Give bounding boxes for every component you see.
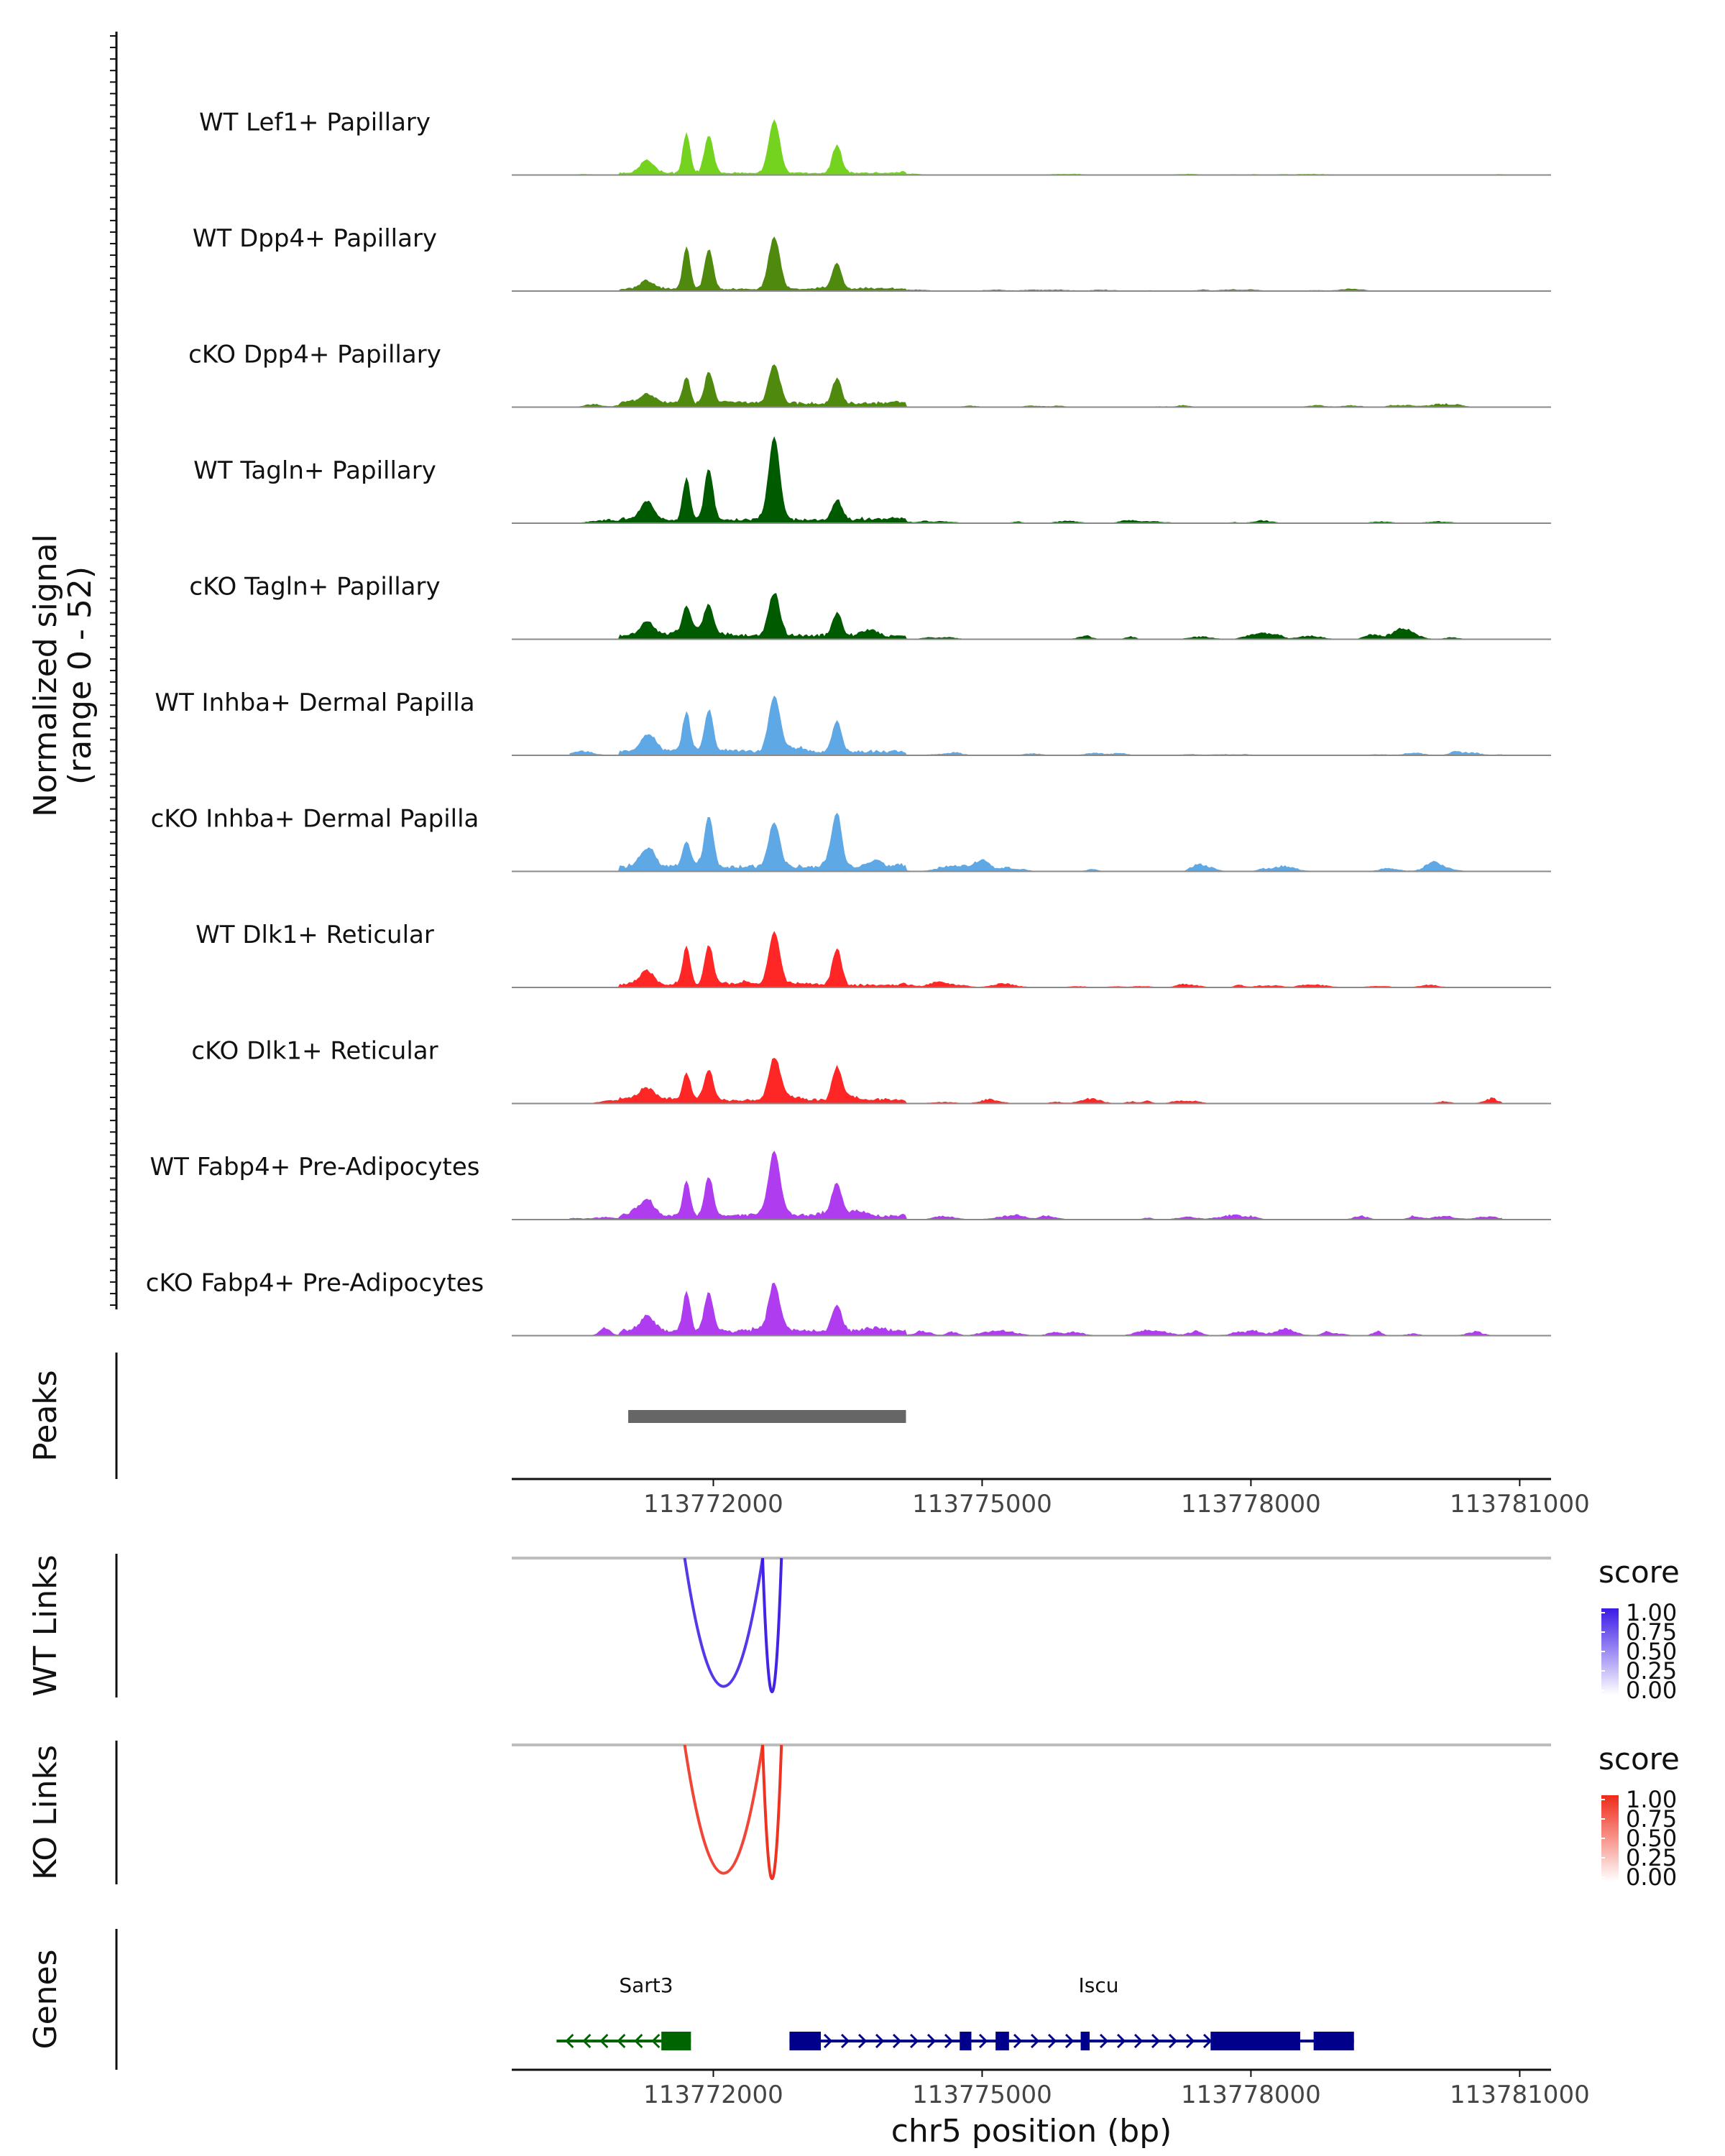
coverage-area-10 — [569, 1151, 1502, 1220]
strand-arrow-Iscu — [1202, 2033, 1213, 2049]
link-arc-2-1 — [683, 1744, 765, 1875]
coverage-area-2 — [570, 236, 1502, 292]
peaks-x-tick-label: 113772000 — [643, 1490, 783, 1519]
coverage-area-6 — [569, 695, 1502, 756]
strand-arrow-Iscu — [1133, 2033, 1144, 2049]
peak-region-1 — [628, 1410, 906, 1423]
coverage-area-7 — [570, 812, 1502, 872]
track-label-5: cKO Tagln+ Papillary — [189, 573, 440, 602]
link-arc-2-2 — [761, 1744, 783, 1880]
track-label-4: WT Tagln+ Papillary — [193, 456, 436, 485]
exon-Iscu-2 — [960, 2032, 972, 2050]
genes-x-tick-label: 113781000 — [1450, 2081, 1590, 2109]
legend-tick-label-1-1: 1.00 — [1626, 1599, 1677, 1626]
exon-Sart3-1 — [661, 2032, 691, 2050]
strand-arrow-Iscu — [1151, 2033, 1161, 2049]
legend-tick-label-2-1: 1.00 — [1626, 1786, 1677, 1813]
strand-arrow-Iscu — [1013, 2033, 1023, 2049]
x-axis-title: chr5 position (bp) — [891, 2113, 1172, 2150]
strand-arrow-Sart3 — [617, 2033, 626, 2049]
coverage-area-11 — [570, 1282, 1502, 1337]
legend-tick-label-2-5: 0.00 — [1626, 1864, 1677, 1891]
track-label-10: WT Fabp4+ Pre-Adipocytes — [150, 1153, 480, 1181]
strand-arrow-Iscu — [1030, 2033, 1040, 2049]
strand-arrow-Iscu — [978, 2033, 988, 2049]
genes-x-tick-label: 113772000 — [643, 2081, 783, 2109]
track-label-3: cKO Dpp4+ Papillary — [188, 341, 441, 369]
coverage-area-8 — [570, 931, 1502, 988]
genes-ylabel: Genes — [27, 1949, 64, 2049]
strand-arrow-Iscu — [892, 2033, 902, 2049]
strand-arrow-Sart3 — [634, 2033, 643, 2049]
links-ylabel-1: WT Links — [27, 1554, 64, 1696]
coverage-area-4 — [570, 436, 1502, 524]
legend-tick-label-1-2: 0.75 — [1626, 1618, 1677, 1646]
coverage-ylabel: Normalized signal — [27, 534, 64, 817]
exon-Iscu-6 — [1313, 2032, 1354, 2050]
strand-arrow-Iscu — [944, 2033, 954, 2049]
exon-Iscu-4 — [1080, 2032, 1090, 2050]
strand-arrow-Iscu — [1185, 2033, 1195, 2049]
legend-title-1: score — [1598, 1554, 1680, 1590]
strand-arrow-Iscu — [926, 2033, 937, 2049]
exon-Iscu-1 — [789, 2032, 822, 2050]
strand-arrow-Iscu — [1168, 2033, 1178, 2049]
legend-tick-label-2-4: 0.25 — [1626, 1844, 1677, 1871]
peaks-x-tick-label: 113778000 — [1181, 1490, 1321, 1519]
strand-arrow-Sart3 — [565, 2033, 574, 2049]
track-label-11: cKO Fabp4+ Pre-Adipocytes — [146, 1269, 484, 1298]
strand-arrow-Iscu — [1047, 2033, 1057, 2049]
strand-arrow-Iscu — [823, 2033, 833, 2049]
gene-label-Iscu: Iscu — [1078, 1973, 1118, 1997]
strand-arrow-Iscu — [1099, 2033, 1109, 2049]
legend-tick-label-2-3: 0.50 — [1626, 1825, 1677, 1852]
strand-arrow-Iscu — [875, 2033, 885, 2049]
track-label-1: WT Lef1+ Papillary — [199, 109, 431, 137]
track-label-7: cKO Inhba+ Dermal Papilla — [151, 805, 479, 834]
genes-x-tick-label: 113775000 — [912, 2081, 1052, 2109]
strand-arrow-Iscu — [840, 2033, 850, 2049]
strand-arrow-Iscu — [909, 2033, 919, 2049]
coverage-area-9 — [570, 1057, 1502, 1104]
coverage-ylabel-range: (range 0 - 52) — [62, 566, 98, 785]
peaks-x-tick-label: 113781000 — [1450, 1490, 1590, 1519]
coverage-area-3 — [570, 364, 1502, 408]
exon-Iscu-5 — [1210, 2032, 1300, 2050]
strand-arrow-Sart3 — [582, 2033, 592, 2049]
legend-tick-label-1-4: 0.25 — [1626, 1657, 1677, 1685]
coverage-area-5 — [570, 593, 1502, 640]
coverage-area-1 — [570, 119, 1502, 176]
strand-arrow-Sart3 — [651, 2033, 661, 2049]
legend-tick-label-1-3: 0.50 — [1626, 1638, 1677, 1665]
strand-arrow-Iscu — [1116, 2033, 1126, 2049]
link-arc-1-2 — [761, 1557, 783, 1693]
links-ylabel-2: KO Links — [27, 1745, 64, 1880]
legend-tick-label-2-2: 0.75 — [1626, 1805, 1677, 1833]
legend-tick-label-1-5: 0.00 — [1626, 1677, 1677, 1704]
link-arc-1-1 — [683, 1557, 765, 1688]
gene-label-Sart3: Sart3 — [619, 1973, 673, 1997]
track-label-9: cKO Dlk1+ Reticular — [191, 1037, 438, 1066]
strand-arrow-Iscu — [857, 2033, 868, 2049]
genes-x-tick-label: 113778000 — [1181, 2081, 1321, 2109]
track-label-8: WT Dlk1+ Reticular — [196, 921, 434, 949]
exon-Iscu-3 — [995, 2032, 1009, 2050]
peaks-ylabel: Peaks — [27, 1370, 64, 1461]
strand-arrow-Iscu — [1064, 2033, 1075, 2049]
strand-arrow-Sart3 — [599, 2033, 609, 2049]
legend-title-2: score — [1598, 1741, 1680, 1777]
peaks-x-tick-label: 113775000 — [912, 1490, 1052, 1519]
track-label-6: WT Inhba+ Dermal Papilla — [155, 688, 474, 717]
track-label-2: WT Dpp4+ Papillary — [193, 224, 437, 253]
